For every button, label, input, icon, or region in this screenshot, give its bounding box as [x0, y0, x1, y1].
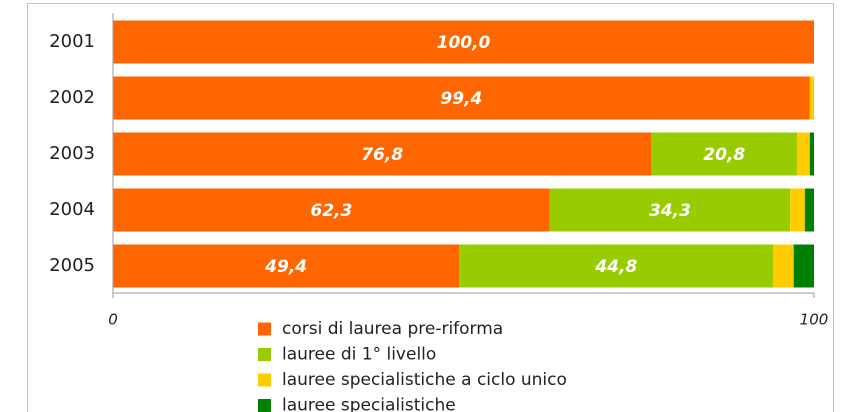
y-tick-label: 2002: [49, 87, 95, 108]
legend-label: lauree specialistiche: [282, 396, 456, 412]
legend-label: corsi di laurea pre-riforma: [282, 319, 503, 339]
value-label: 62,3: [310, 201, 352, 221]
value-label: 76,8: [361, 145, 403, 165]
legend-swatch: [258, 322, 271, 336]
value-label: 44,8: [594, 257, 637, 277]
bar-segment: [459, 244, 774, 288]
value-label: 49,4: [264, 257, 307, 277]
x-tick-label: 0: [108, 311, 118, 329]
bar-segment: [793, 244, 814, 288]
legend-label: lauree di 1° livello: [282, 345, 436, 365]
y-tick-label: 2004: [49, 199, 95, 220]
frame: [27, 3, 834, 412]
bar-segment: [797, 132, 810, 176]
bar-segment: [113, 132, 652, 176]
bar-segment: [113, 76, 810, 120]
legend-swatch: [258, 348, 271, 361]
value-label: 20,8: [703, 145, 745, 165]
legend-swatch: [258, 373, 271, 387]
y-tick-label: 2003: [49, 143, 95, 164]
value-label: 34,3: [649, 201, 691, 221]
bar-segment: [113, 244, 460, 288]
value-label: 100,0: [437, 33, 491, 53]
bar-segment: [790, 188, 805, 232]
legend-label: lauree specialistiche a ciclo unico: [282, 370, 567, 390]
bar-segment: [113, 20, 814, 64]
bar-segment: [809, 76, 814, 120]
bar-segment: [651, 132, 798, 176]
legend-swatch: [258, 399, 271, 412]
y-tick-label: 2001: [49, 31, 95, 52]
bar-segment: [809, 132, 814, 176]
y-tick-label: 2005: [49, 255, 95, 276]
bar-segment: [113, 188, 550, 232]
bar-segment: [804, 188, 814, 232]
bar-segment: [773, 244, 794, 288]
x-tick-label: 100: [800, 311, 829, 329]
value-label: 99,4: [440, 89, 482, 109]
bar-segment: [549, 188, 791, 232]
